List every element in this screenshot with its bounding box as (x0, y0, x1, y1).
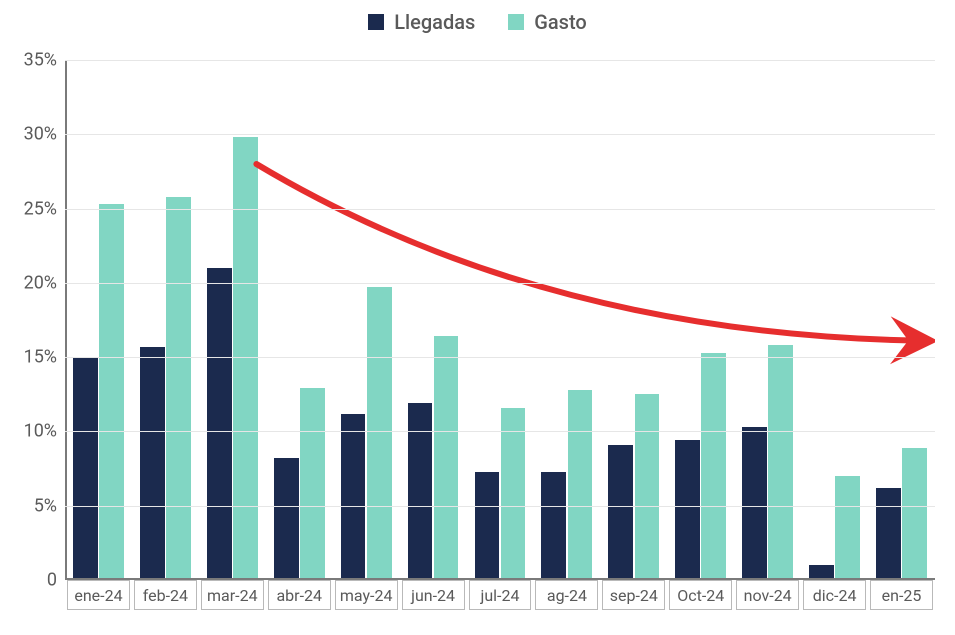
bar-llegadas (73, 357, 98, 580)
legend-item-gasto: Gasto (508, 10, 586, 34)
x-axis-cell: sep-24 (602, 580, 665, 610)
bar-llegadas (207, 268, 232, 580)
grid-line (65, 134, 935, 135)
legend-label-gasto: Gasto (534, 10, 586, 34)
x-axis-cell: jul-24 (469, 580, 532, 610)
legend-swatch-gasto (508, 14, 524, 30)
bar-gasto (300, 388, 325, 580)
bar-gasto (902, 448, 927, 580)
x-axis-cell: Oct-24 (669, 580, 732, 610)
x-axis-labels: ene-24feb-24mar-24abr-24may-24jun-24jul-… (65, 580, 935, 620)
bar-gasto (99, 204, 124, 580)
x-axis-cell: jun-24 (402, 580, 465, 610)
bar-llegadas (608, 445, 633, 580)
bars-layer (65, 60, 935, 580)
legend-swatch-llegadas (368, 14, 384, 30)
bar-gasto (434, 336, 459, 580)
grid-line (65, 209, 935, 210)
bar-gasto (835, 476, 860, 580)
y-tick-label: 15% (24, 347, 65, 368)
bar-gasto (166, 197, 191, 580)
y-tick-label: 20% (24, 272, 65, 293)
x-axis-cell: mar-24 (201, 580, 264, 610)
bar-llegadas (408, 403, 433, 580)
y-tick-label: 35% (24, 50, 65, 71)
y-tick-label: 5% (34, 495, 65, 516)
legend: Llegadas Gasto (0, 10, 955, 35)
y-tick-label: 25% (24, 198, 65, 219)
y-tick-label: 30% (24, 124, 65, 145)
x-axis-cell: abr-24 (268, 580, 331, 610)
bar-llegadas (140, 347, 165, 580)
x-axis-cell: en-25 (870, 580, 933, 610)
x-axis-cell: nov-24 (736, 580, 799, 610)
bar-llegadas (475, 472, 500, 580)
bar-gasto (367, 287, 392, 580)
bar-llegadas (742, 427, 767, 580)
grid-line (65, 431, 935, 432)
x-axis-cell: ag-24 (535, 580, 598, 610)
chart-root: Llegadas Gasto 05%10%15%20%25%30%35% ene… (0, 0, 955, 635)
bar-llegadas (675, 440, 700, 580)
legend-item-llegadas: Llegadas (368, 10, 475, 34)
grid-line (65, 506, 935, 507)
bar-gasto (768, 345, 793, 580)
grid-line (65, 357, 935, 358)
grid-line (65, 60, 935, 61)
bar-llegadas (274, 458, 299, 580)
x-axis-cell: ene-24 (67, 580, 130, 610)
bar-llegadas (341, 414, 366, 580)
bar-gasto (701, 353, 726, 580)
legend-label-llegadas: Llegadas (394, 10, 475, 34)
plot-area: 05%10%15%20%25%30%35% (65, 60, 935, 580)
x-axis-cell: dic-24 (803, 580, 866, 610)
grid-line (65, 283, 935, 284)
y-tick-label: 10% (24, 421, 65, 442)
y-tick-label: 0 (47, 570, 65, 591)
bar-gasto (501, 408, 526, 580)
bar-gasto (568, 390, 593, 580)
bar-gasto (635, 394, 660, 580)
x-axis-cell: feb-24 (134, 580, 197, 610)
bar-llegadas (876, 488, 901, 580)
bar-llegadas (541, 472, 566, 580)
x-axis-cell: may-24 (335, 580, 398, 610)
bar-gasto (233, 137, 258, 580)
